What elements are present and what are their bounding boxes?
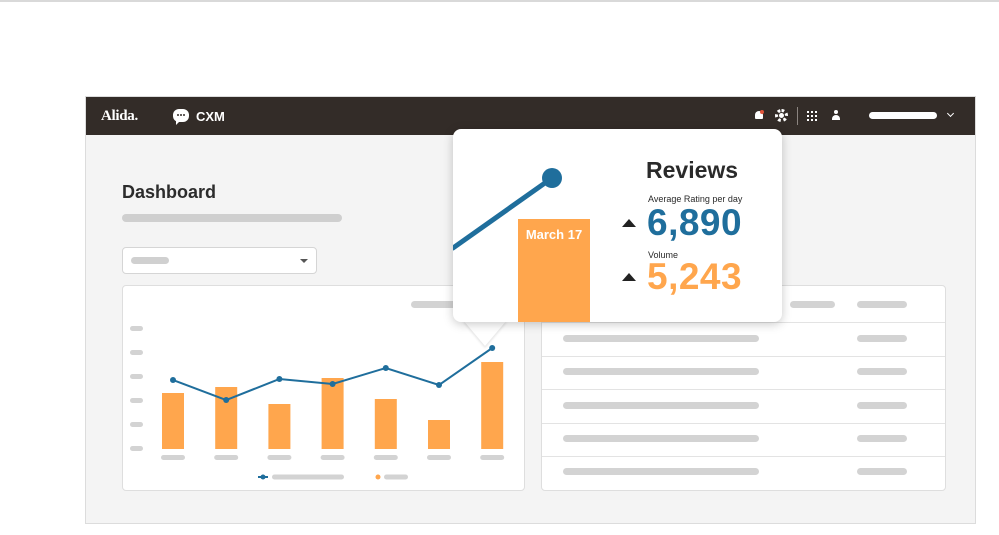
popup-bar-label: March 17 <box>525 227 583 242</box>
table-row-divider <box>542 322 945 323</box>
toolbar-divider <box>797 107 798 125</box>
grid-icon[interactable] <box>807 111 817 121</box>
line-point <box>223 397 230 403</box>
bell-icon[interactable] <box>754 110 764 121</box>
trend-point <box>542 168 562 188</box>
bar <box>162 393 184 449</box>
subtitle-placeholder <box>122 214 342 222</box>
line-point <box>436 382 442 388</box>
top-bar: Alida. CXM <box>86 97 975 135</box>
table-cell <box>563 402 759 409</box>
table-header-cell <box>790 301 835 308</box>
table-cell <box>563 368 759 375</box>
bar <box>321 378 344 449</box>
line-point <box>329 381 336 387</box>
y-tick-placeholder <box>130 374 143 379</box>
popup-bar <box>518 219 590 322</box>
popup-pointer <box>463 320 507 346</box>
chat-icon <box>173 109 189 125</box>
line-point <box>489 345 496 351</box>
gear-icon[interactable] <box>775 109 788 122</box>
table-row-divider <box>542 389 945 390</box>
alida-logo[interactable]: Alida. <box>101 108 138 124</box>
table-cell <box>563 435 759 442</box>
combo-chart <box>130 326 505 480</box>
x-tick-placeholder <box>267 455 292 460</box>
user-icon[interactable] <box>831 110 841 121</box>
legend-bar-swatch <box>375 474 381 480</box>
metric-value-rating: 6,890 <box>647 202 743 243</box>
trend-line <box>453 175 555 251</box>
caret-down-icon <box>300 259 308 263</box>
table-cell <box>857 468 907 475</box>
table-cell <box>857 368 907 375</box>
legend-label-placeholder <box>384 474 408 480</box>
popup-title: Reviews <box>646 157 739 183</box>
table-cell <box>857 402 907 409</box>
chevron-down-icon[interactable] <box>946 109 955 118</box>
filter-dropdown[interactable] <box>122 247 317 274</box>
legend-line-dot <box>260 474 266 480</box>
popup-trend-line <box>453 168 562 251</box>
line-point <box>276 376 283 382</box>
line-point <box>170 377 176 383</box>
table-row-divider <box>542 423 945 424</box>
metric-label-volume: Volume <box>648 250 679 260</box>
y-tick-placeholder <box>130 446 143 451</box>
trend-up-icon <box>622 273 636 281</box>
dropdown-value-placeholder <box>131 257 169 264</box>
legend-label-placeholder <box>272 474 344 480</box>
bar <box>215 387 238 449</box>
y-tick-placeholder <box>130 398 143 403</box>
x-tick-placeholder <box>320 455 345 460</box>
x-tick-placeholder <box>480 455 505 460</box>
trend-up-icon <box>622 219 636 227</box>
x-tick-placeholder <box>161 455 185 460</box>
user-name-placeholder[interactable] <box>869 112 937 119</box>
table-cell <box>857 435 907 442</box>
y-tick-placeholder <box>130 350 143 355</box>
table-header-cell <box>857 301 907 308</box>
x-tick-placeholder <box>373 455 398 460</box>
browser-edge <box>0 0 999 2</box>
bar <box>374 399 397 449</box>
bar <box>481 362 504 449</box>
popup-body: March 17 Reviews Average Rating per day … <box>453 129 782 322</box>
x-tick-placeholder <box>427 455 451 460</box>
table-cell <box>857 335 907 342</box>
x-tick-placeholder <box>214 455 239 460</box>
reviews-popup[interactable]: March 17 Reviews Average Rating per day … <box>453 129 782 322</box>
page-title: Dashboard <box>122 182 217 202</box>
line-point <box>382 365 389 371</box>
table-cell <box>563 468 759 475</box>
table-row-divider <box>542 456 945 457</box>
bar <box>268 404 291 449</box>
table-cell <box>563 335 759 342</box>
bar <box>428 420 450 449</box>
y-tick-placeholder <box>130 422 143 427</box>
metric-label-rating: Average Rating per day <box>648 194 743 204</box>
y-tick-placeholder <box>130 326 143 331</box>
metric-value-volume: 5,243 <box>647 256 743 297</box>
app-name[interactable]: CXM <box>196 109 225 124</box>
table-row-divider <box>542 356 945 357</box>
